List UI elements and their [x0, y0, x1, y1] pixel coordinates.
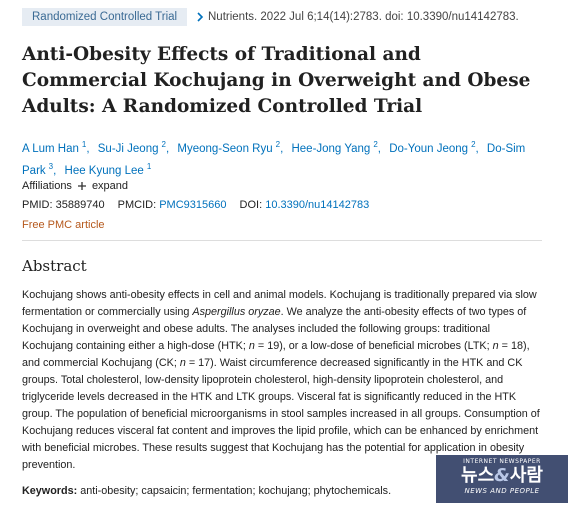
author: Su-Ji Jeong 2, — [97, 140, 170, 155]
article-title: Anti-Obesity Effects of Traditional and … — [22, 44, 531, 117]
author-affiliation[interactable]: 2 — [471, 140, 476, 149]
author-affiliation[interactable]: 1 — [146, 161, 152, 171]
pmid: 35889740 — [55, 199, 105, 211]
divider — [22, 240, 542, 241]
doi-label: DOI: — [239, 199, 263, 211]
watermark-left: 뉴스 — [461, 465, 495, 486]
abstract-segment: = 19), or a low-dose of beneficial micro… — [254, 340, 493, 352]
author-affiliation[interactable]: 2 — [373, 140, 378, 149]
identifiers: PMID: 35889740 PMCID: PMC9315660 DOI: 10… — [22, 199, 379, 211]
author-separator: , — [86, 142, 90, 155]
author-name[interactable]: Do-Youn Jeong — [389, 142, 469, 155]
author-separator: , — [53, 164, 57, 177]
author-affiliation[interactable]: 2 — [161, 140, 166, 149]
author-name[interactable]: Hee-Jong Yang — [291, 142, 371, 155]
author-name[interactable]: Myeong-Seon Ryu — [177, 142, 273, 155]
free-article[interactable]: Free PMC article — [22, 219, 105, 231]
watermark-main: 뉴스&사람 — [436, 465, 568, 487]
affiliations: Affiliations expand — [22, 180, 128, 192]
author: Hee-Jong Yang 2, — [291, 140, 381, 155]
watermark: INTERNET NEWSPAPER 뉴스&사람 NEWS AND PEOPLE — [436, 455, 568, 503]
author: Hee Kyung Lee 1 — [64, 161, 152, 177]
author-affiliation[interactable]: 3 — [48, 161, 54, 171]
abstract-italic: n — [179, 357, 186, 369]
abstract-italic: Aspergillus oryzae — [192, 306, 281, 318]
author: Myeong-Seon Ryu 2, — [177, 140, 284, 155]
pmcid-label: PMCID: — [117, 199, 157, 211]
citation-text[interactable]: Nutrients. 2022 Jul 6;14(14):2783. doi: … — [208, 11, 519, 23]
author-name[interactable]: A Lum Han — [22, 142, 79, 155]
citation: Nutrients. 2022 Jul 6;14(14):2783. doi: … — [196, 11, 519, 23]
abstract-heading: Abstract — [22, 257, 87, 275]
abstract-segment: = 17). Waist circumference decreased sig… — [22, 357, 540, 471]
author-affiliation[interactable]: 2 — [275, 140, 281, 149]
author: A Lum Han 1, — [22, 140, 90, 155]
author: Do-Youn Jeong 2, — [389, 140, 479, 155]
publication-type-badge[interactable]: Randomized Controlled Trial — [22, 8, 188, 26]
abstract-segment: . We analyze the anti-obesity effects of… — [22, 306, 527, 352]
pmcid[interactable]: PMC9315660 — [159, 199, 227, 211]
keywords-label: Keywords: — [22, 485, 78, 497]
abstract-italic: n — [248, 340, 255, 352]
author-affiliation[interactable]: 1 — [81, 140, 87, 149]
watermark-amp: & — [494, 465, 510, 486]
author-name[interactable]: Do-Sim Park — [22, 142, 526, 177]
author-separator: , — [165, 142, 170, 155]
abstract-italic: n — [492, 340, 499, 352]
doi[interactable]: 10.3390/nu14142783 — [265, 199, 370, 211]
author-list: A Lum Han 1, Su-Ji Jeong 2, Myeong-Seon Ry… — [22, 136, 542, 180]
abstract-text: Kochujang shows anti-obesity effects in … — [22, 287, 542, 474]
abstract-segment: Kochujang shows anti-obesity effects in … — [22, 289, 537, 318]
author-name[interactable]: Hee Kyung Lee — [64, 164, 144, 177]
author-separator: , — [377, 142, 381, 155]
affiliations-label: Affiliations — [22, 180, 72, 192]
chevron-icon — [197, 12, 204, 22]
abstract-segment: = 18), and commercial Kochujang (CK; — [22, 340, 530, 369]
plus-icon[interactable] — [76, 181, 88, 191]
author-name[interactable]: Su-Ji Jeong — [97, 142, 159, 155]
pmid-label: PMID: — [22, 199, 53, 211]
keywords-text: anti-obesity; capsaicin; fermentation; k… — [80, 485, 392, 497]
watermark-right: 사람 — [509, 465, 543, 486]
watermark-bottom: NEWS AND PEOPLE — [464, 487, 540, 495]
expand-toggle[interactable]: expand — [91, 180, 129, 192]
author: Do-Sim Park 3, — [22, 143, 525, 177]
watermark-top: INTERNET NEWSPAPER — [463, 458, 541, 465]
author-separator: , — [475, 142, 479, 155]
keywords: Keywords: anti-obesity; capsaicin; ferme… — [22, 485, 391, 497]
author-separator: , — [280, 142, 284, 155]
